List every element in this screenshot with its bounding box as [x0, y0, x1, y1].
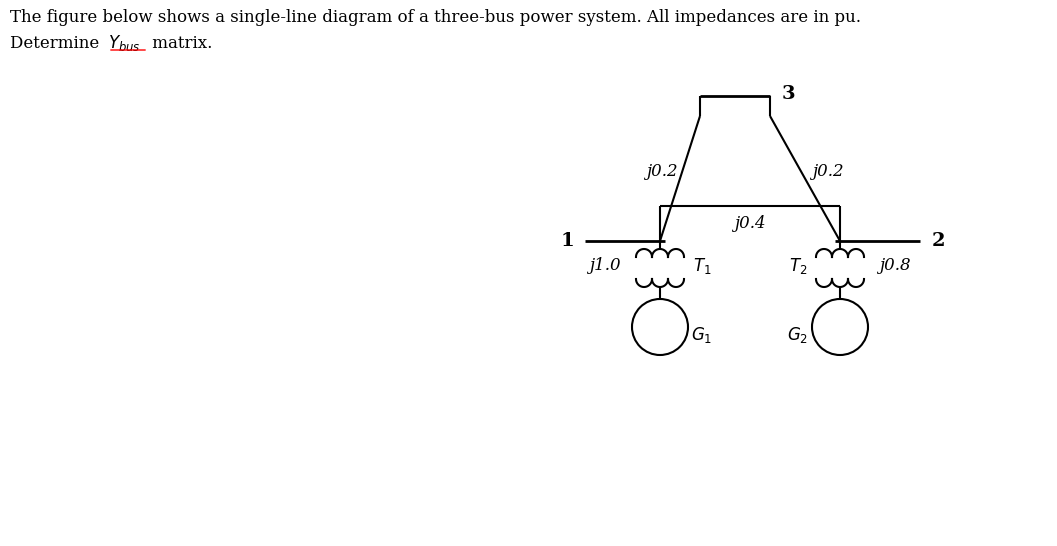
Text: $G_2$: $G_2$ [787, 325, 809, 345]
Text: $Y_{bus}$: $Y_{bus}$ [108, 33, 141, 53]
Text: 3: 3 [782, 85, 796, 103]
Text: $G_1$: $G_1$ [691, 325, 712, 345]
Text: $T_1$: $T_1$ [692, 256, 711, 276]
Text: j0.4: j0.4 [735, 215, 766, 232]
Text: $T_2$: $T_2$ [789, 256, 808, 276]
Text: j1.0: j1.0 [589, 258, 620, 275]
Text: j0.2: j0.2 [646, 163, 678, 180]
Text: Determine: Determine [10, 34, 105, 51]
Text: The figure below shows a single-line diagram of a three-bus power system. All im: The figure below shows a single-line dia… [10, 9, 861, 27]
Text: j0.8: j0.8 [879, 258, 911, 275]
Text: 1: 1 [560, 232, 574, 250]
Text: matrix.: matrix. [147, 34, 212, 51]
Text: j0.2: j0.2 [812, 163, 843, 180]
Text: 2: 2 [931, 232, 945, 250]
